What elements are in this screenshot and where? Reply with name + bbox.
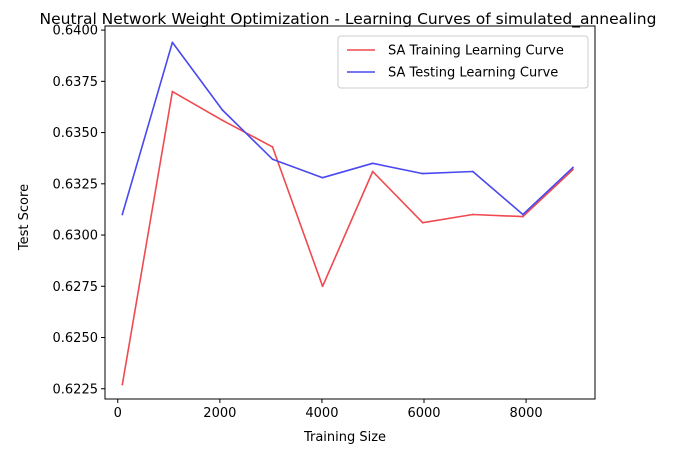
legend-entry-label: SA Training Learning Curve [388,44,564,59]
data-point [121,383,124,386]
data-point [572,168,574,171]
data-point [421,172,424,175]
plot-frame [104,25,596,400]
data-point [271,158,274,161]
data-point [171,41,174,44]
data-point [221,119,224,122]
y-tick-label: 0.6275 [53,280,99,295]
data-point [221,109,224,111]
data-point [371,162,374,165]
chart-title: Neutral Network Weight Optimization - Le… [40,10,657,29]
data-point [521,213,524,216]
x-tick-label: 8000 [510,406,543,421]
legend: SA Training Learning Curve SA Testing Lea… [337,35,589,89]
y-axis-label: Test Score [17,184,32,251]
data-point [121,213,124,216]
y-tick-label: 0.6325 [53,177,99,192]
data-point [371,170,374,173]
data-point [471,170,474,173]
data-point [521,215,524,218]
data-point [271,146,274,148]
x-tick-label: 2000 [203,406,236,421]
data-point [421,221,424,224]
series-line-training [121,90,574,385]
legend-box [337,35,589,89]
data-point [471,213,474,216]
y-tick-label: 0.6350 [53,126,99,141]
legend-entry-label: SA Testing Learning Curve [388,66,558,81]
x-axis-label: Training Size [303,430,386,445]
plot-area: 0 2000 4000 6000 8000 0.6225 0.6250 0.6275 0.630… [53,24,574,421]
y-tick-label: 0.6400 [53,24,99,39]
y-tick-label: 0.6300 [53,229,99,244]
x-tick-label: 0 [114,406,122,421]
data-point [321,285,324,288]
x-tick-label: 6000 [407,406,440,421]
y-tick-label: 0.6225 [53,382,99,397]
y-tick-label: 0.6250 [53,331,99,346]
series-line-testing [121,41,574,216]
data-point [321,176,324,179]
data-point [572,166,574,169]
y-tick-label: 0.6375 [53,75,99,90]
data-point [171,90,174,93]
x-tick-label: 4000 [305,406,338,421]
